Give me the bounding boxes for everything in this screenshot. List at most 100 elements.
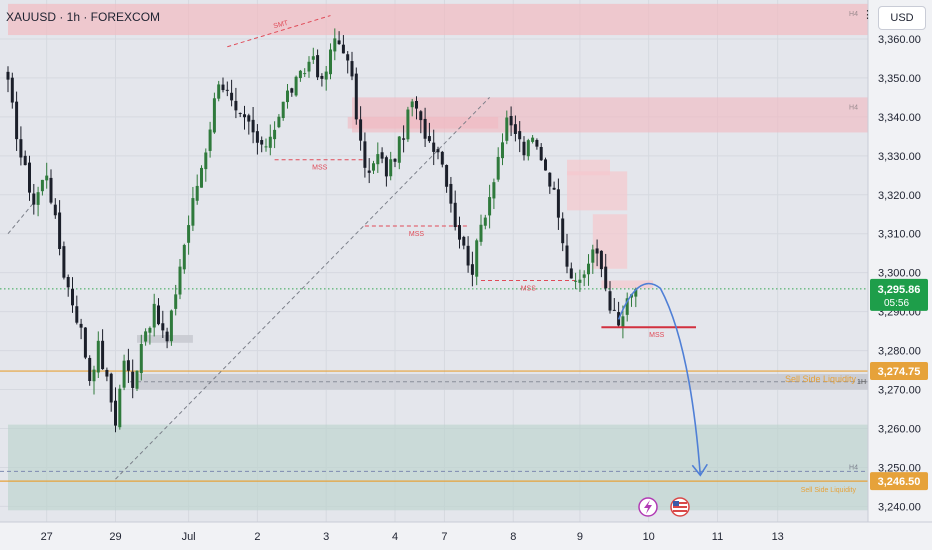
- candle-body: [251, 119, 255, 133]
- candle-body: [131, 371, 135, 388]
- flash-event-icon[interactable]: [638, 497, 658, 517]
- price-axis-label: 3,330.00: [878, 151, 921, 163]
- price-tag-box: [870, 472, 928, 491]
- candle-body: [247, 115, 251, 122]
- candle-body: [449, 183, 453, 204]
- zone-box: [347, 116, 499, 129]
- chart-menu-icon[interactable]: ⋮: [862, 9, 873, 21]
- candle-body: [10, 77, 14, 103]
- time-axis-label: 8: [510, 531, 516, 543]
- time-axis-label: Jul: [182, 531, 196, 543]
- candle-body: [410, 101, 414, 108]
- candle-body: [126, 360, 130, 371]
- candle-body: [144, 331, 148, 342]
- time-axis-label: 27: [41, 531, 53, 543]
- candle-body: [195, 185, 199, 201]
- candle-body: [522, 141, 526, 156]
- candle-body: [548, 172, 552, 187]
- candle-body: [19, 139, 23, 158]
- candle-body: [230, 92, 234, 101]
- time-axis-label: 7: [441, 531, 447, 543]
- candle-body: [23, 155, 27, 166]
- candle-body: [501, 142, 504, 159]
- current-price-tag-label: 3,295.86: [878, 284, 921, 296]
- candle-body: [165, 331, 169, 342]
- candle-body: [518, 131, 522, 140]
- candle-body: [612, 309, 616, 311]
- price-axis-label: 3,360.00: [878, 34, 921, 46]
- zone-box: [592, 214, 628, 269]
- candle-body: [75, 306, 79, 323]
- candle-body: [367, 170, 371, 173]
- candle-body: [397, 136, 401, 163]
- candle-body: [264, 146, 268, 148]
- candle-body: [574, 280, 578, 282]
- candle-body: [423, 118, 427, 139]
- candle-body: [255, 131, 259, 143]
- candle-body: [556, 189, 560, 218]
- candle-body: [415, 100, 418, 109]
- candle-body: [458, 225, 461, 240]
- projection-curve: [617, 282, 702, 476]
- candle-body: [311, 56, 315, 60]
- candle-body: [53, 204, 57, 216]
- candle-body: [92, 369, 96, 382]
- candle-body: [152, 303, 156, 328]
- candle-body: [122, 360, 126, 388]
- candle-body: [109, 373, 113, 403]
- candle-body: [204, 152, 208, 170]
- price-axis-label: 3,260.00: [878, 424, 921, 436]
- time-axis-label: 29: [109, 531, 121, 543]
- candle-body: [337, 40, 341, 45]
- candle-body: [88, 357, 92, 381]
- candle-countdown-label: 05:56: [884, 298, 909, 309]
- zone-label: H4: [849, 104, 858, 111]
- candle-body: [294, 76, 298, 96]
- price-axis-label: 3,280.00: [878, 346, 921, 358]
- liquidity-timeframe-tag: 1H: [857, 379, 866, 386]
- candle-body: [539, 146, 543, 161]
- candle-body: [475, 240, 479, 277]
- currency-button[interactable]: USD: [878, 6, 926, 30]
- zone-box: [8, 424, 868, 511]
- candles-layer: [6, 28, 638, 433]
- overlay-layer: MSS: [601, 282, 708, 477]
- price-axis-panel: [868, 0, 932, 550]
- price-axis-label: 3,340.00: [878, 112, 921, 124]
- price-tags-layer: 3,274.75 3,246.50 3,295.86 05:56: [870, 278, 928, 491]
- current-price-tag-box: [870, 278, 928, 311]
- candle-body: [243, 114, 246, 118]
- candle-body: [148, 327, 152, 333]
- candle-body: [234, 100, 238, 111]
- candle-body: [298, 70, 302, 79]
- us-flag-event-icon[interactable]: [670, 497, 690, 517]
- symbol-title: XAUUSD · 1h · FOREXCOM: [6, 10, 161, 24]
- candle-body: [6, 71, 10, 80]
- mss-label: MSS: [312, 165, 328, 172]
- candle-body: [36, 192, 40, 205]
- price-axis-label: 3,320.00: [878, 190, 921, 202]
- candle-body: [526, 140, 530, 157]
- candle-body: [45, 175, 49, 181]
- candle-body: [178, 266, 182, 295]
- sell-side-liquidity-label: Sell Side Liquidity: [785, 374, 857, 384]
- time-axis-label: 2: [254, 531, 260, 543]
- candle-body: [260, 140, 264, 145]
- candle-body: [15, 101, 19, 140]
- candle-body: [582, 274, 586, 278]
- price-axis-label: 3,350.00: [878, 73, 921, 85]
- time-axis-panel: [0, 522, 932, 550]
- candle-body: [324, 71, 328, 80]
- candle-body: [419, 111, 423, 121]
- candle-body: [286, 90, 289, 103]
- smt-line: [227, 15, 331, 48]
- candle-body: [28, 162, 31, 193]
- h4-dashed-label: H4: [849, 464, 858, 471]
- candle-body: [561, 218, 565, 244]
- candle-body: [505, 117, 509, 141]
- candle-body: [101, 340, 105, 370]
- candle-body: [157, 305, 160, 325]
